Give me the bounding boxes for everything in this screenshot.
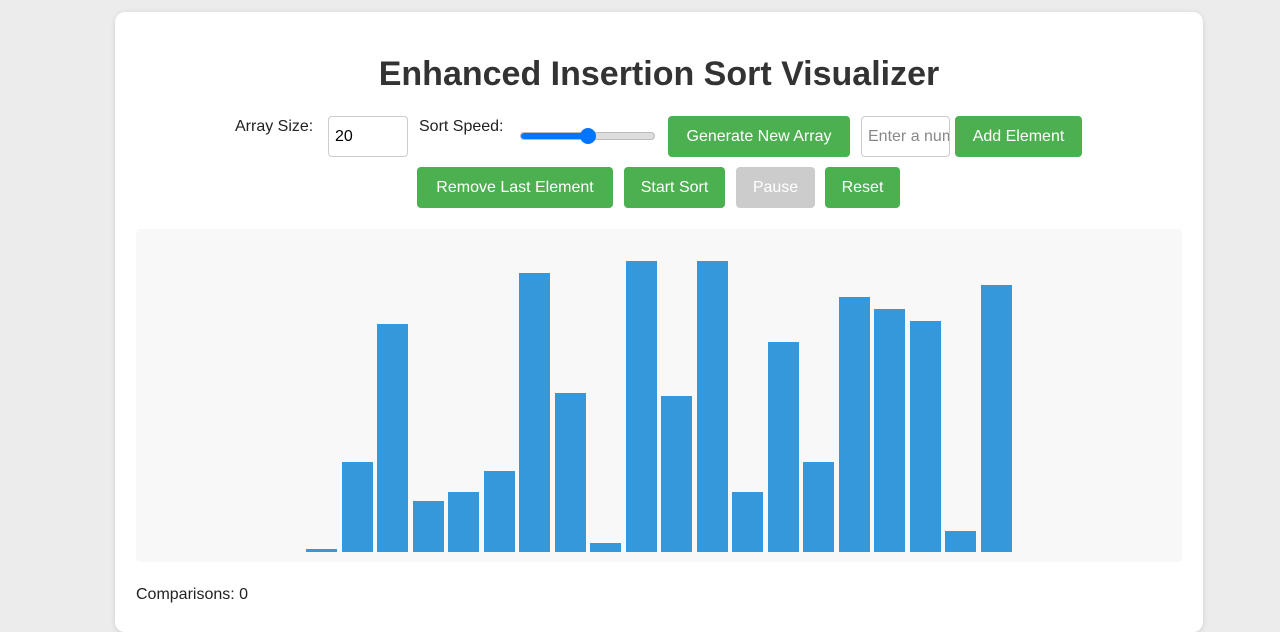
bar	[980, 285, 1012, 552]
array-size-label: Array Size:	[235, 118, 314, 135]
reset-button[interactable]: Reset	[825, 167, 900, 208]
bar	[483, 471, 515, 552]
slider-fill	[521, 133, 588, 139]
bar	[519, 273, 551, 552]
bar-container	[136, 229, 1182, 562]
speed-slider[interactable]	[520, 128, 655, 144]
card: Enhanced Insertion Sort Visualizer Array…	[115, 12, 1203, 632]
bar	[767, 342, 799, 552]
add-button[interactable]: Add Element	[955, 116, 1082, 157]
page: Enhanced Insertion Sort Visualizer Array…	[115, 12, 1203, 632]
bar	[590, 543, 622, 552]
bar	[874, 309, 906, 552]
array-size-input[interactable]: 20	[328, 116, 408, 157]
bar	[377, 324, 409, 552]
bar	[909, 321, 941, 552]
bar	[448, 492, 480, 552]
slider-thumb[interactable]	[580, 128, 596, 144]
bar	[412, 501, 444, 552]
bar	[803, 462, 835, 552]
bar	[554, 393, 586, 552]
generate-button[interactable]: Generate New Array	[668, 116, 850, 157]
title: Enhanced Insertion Sort Visualizer	[378, 55, 940, 93]
bar	[838, 297, 870, 552]
bar	[661, 396, 693, 552]
start-button[interactable]: Start Sort	[624, 167, 725, 208]
bar	[945, 531, 977, 552]
pause-button: Pause	[736, 167, 815, 208]
bar	[341, 462, 373, 552]
bar	[306, 549, 338, 552]
speed-label: Sort Speed:	[419, 118, 504, 135]
bar	[732, 492, 764, 552]
bar	[696, 261, 728, 552]
remove-button[interactable]: Remove Last Element	[417, 167, 613, 208]
element-input[interactable]: Enter a number	[861, 116, 950, 157]
comparisons: Comparisons: 0	[136, 586, 249, 603]
bar	[625, 261, 657, 552]
